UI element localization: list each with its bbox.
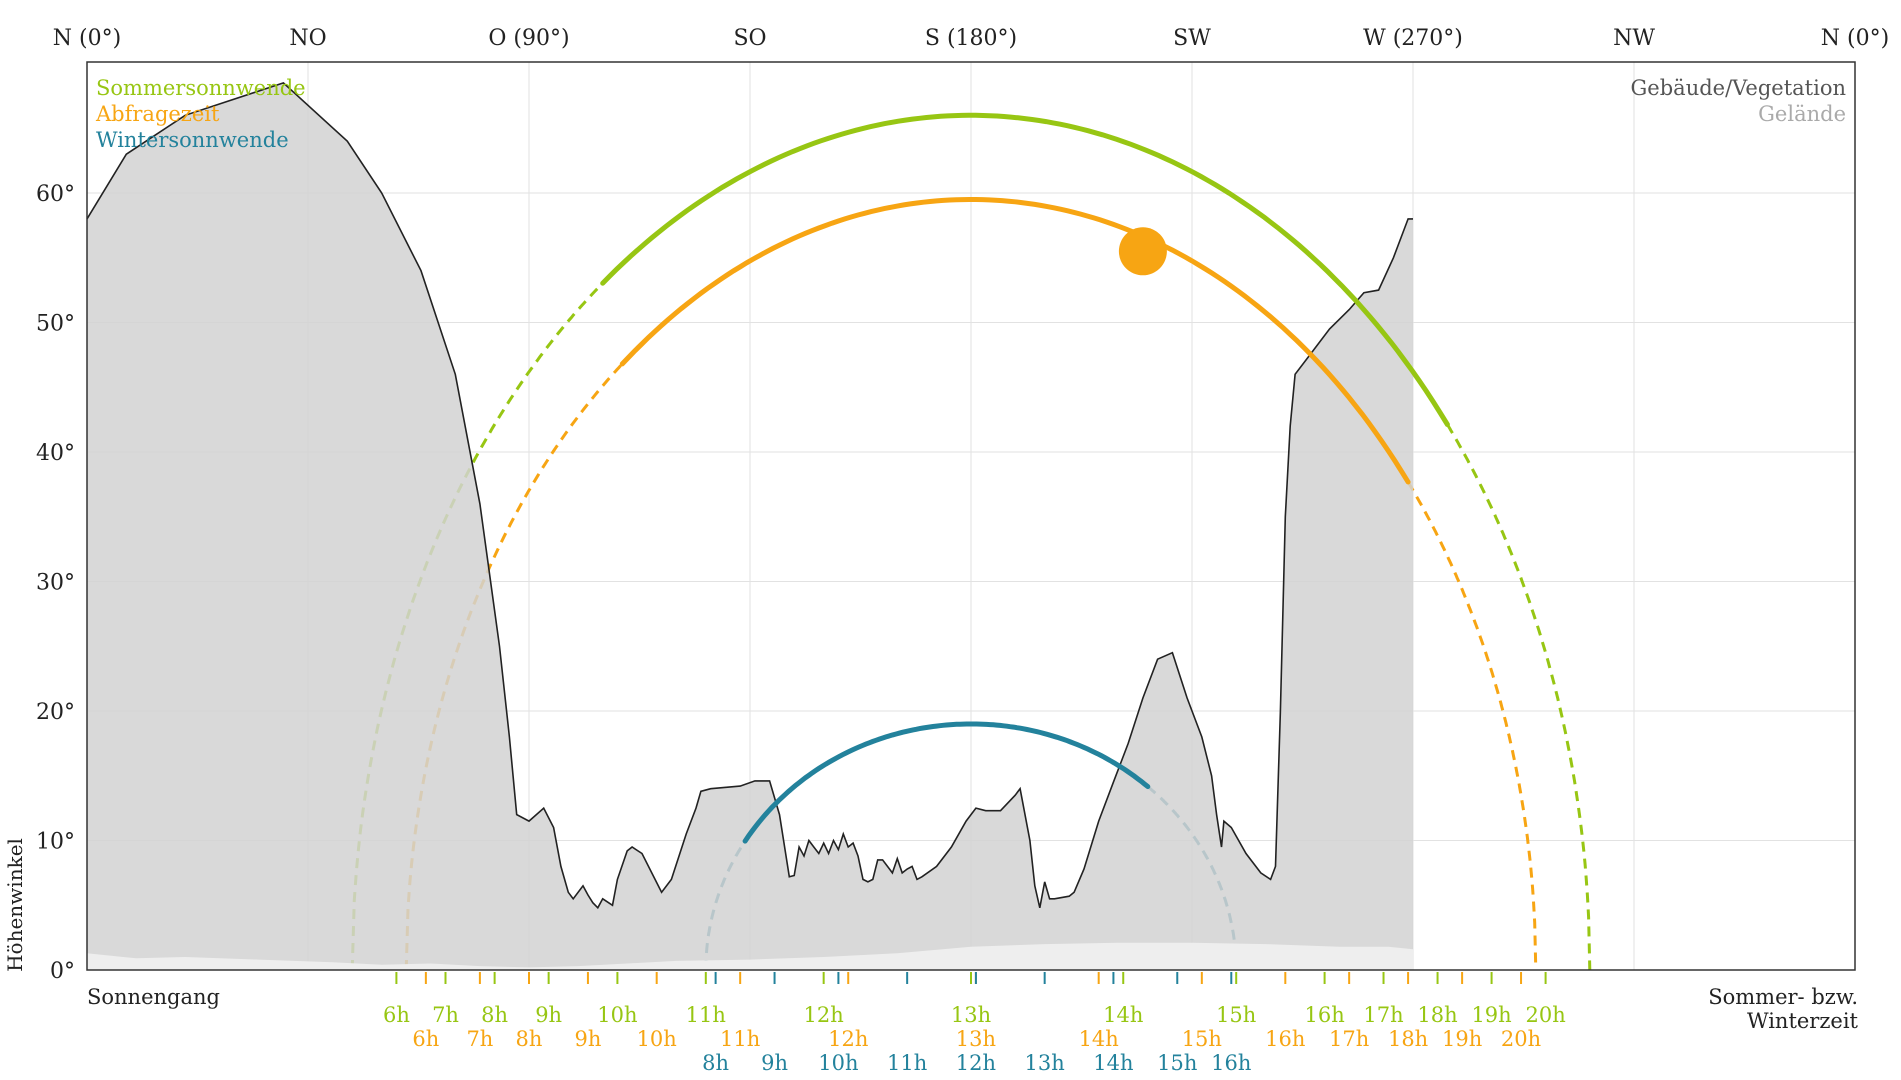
hour-label: 14h [1093, 1051, 1133, 1075]
azimuth-tick-label: O (90°) [488, 26, 569, 51]
sun-path-hidden-evening [1446, 423, 1592, 971]
legend-entry: Gebäude/Vegetation [1631, 76, 1846, 100]
hour-label: 8h [516, 1027, 543, 1051]
obstacle-outline [86, 81, 1413, 910]
hour-label: 10h [637, 1027, 677, 1051]
hour-label: 13h [951, 1003, 991, 1027]
hour-label: 15h [1182, 1027, 1222, 1051]
altitude-tick-label: 60° [36, 182, 75, 207]
current-sun-marker [1118, 227, 1167, 276]
hour-label: 9h [761, 1051, 788, 1075]
altitude-tick-label: 0° [50, 959, 75, 984]
legend-entry: Abfragezeit [95, 102, 220, 126]
y-axis-label: Höhenwinkel [3, 838, 27, 972]
legend-entry: Sommersonnwende [96, 76, 306, 100]
x-label-right: Winterzeit [1747, 1009, 1859, 1033]
hour-label: 19h [1442, 1027, 1482, 1051]
azimuth-tick-label: W (270°) [1363, 26, 1463, 51]
azimuth-tick-label: NO [289, 26, 326, 51]
azimuth-tick-label: SO [733, 26, 766, 51]
sun-path-hidden-evening [1406, 481, 1538, 971]
hour-label: 14h [1079, 1027, 1119, 1051]
hour-label: 19h [1471, 1003, 1511, 1027]
sun-path-visible [600, 112, 1450, 427]
azimuth-tick-label: NW [1613, 26, 1655, 51]
hour-label: 18h [1417, 1003, 1457, 1027]
hour-label: 10h [818, 1051, 858, 1075]
azimuth-tick-label: N (0°) [53, 26, 121, 51]
altitude-tick-label: 20° [36, 700, 75, 725]
hour-label: 12h [956, 1051, 996, 1075]
hour-label: 8h [702, 1051, 729, 1075]
hour-label: 16h [1304, 1003, 1344, 1027]
altitude-tick-label: 10° [36, 830, 75, 855]
hour-label: 12h [804, 1003, 844, 1027]
altitude-tick-label: 40° [36, 441, 75, 466]
terrain-area [87, 942, 1413, 970]
hour-label: 13h [1025, 1051, 1065, 1075]
hour-label: 11h [887, 1051, 927, 1075]
hour-label: 9h [574, 1027, 601, 1051]
legend-entry: Gelände [1758, 102, 1846, 126]
hour-label: 10h [597, 1003, 637, 1027]
hour-label: 8h [481, 1003, 508, 1027]
hour-label: 9h [535, 1003, 562, 1027]
hour-label: 11h [686, 1003, 726, 1027]
hour-label: 7h [466, 1027, 493, 1051]
obstacle-area [87, 82, 1413, 970]
hour-label: 15h [1216, 1003, 1256, 1027]
x-label-right: Sommer- bzw. [1708, 985, 1858, 1009]
hour-label: 11h [720, 1027, 760, 1051]
x-label-left: Sonnengang [87, 985, 220, 1009]
hour-label: 13h [956, 1027, 996, 1051]
hour-label: 16h [1211, 1051, 1251, 1075]
plot-frame [86, 61, 1856, 971]
hour-label: 16h [1265, 1027, 1305, 1051]
hour-label: 14h [1103, 1003, 1143, 1027]
altitude-tick-label: 30° [36, 571, 75, 596]
hour-label: 6h [412, 1027, 439, 1051]
sun-path-visible [619, 197, 1411, 485]
hour-label: 17h [1363, 1003, 1403, 1027]
hour-label: 17h [1329, 1027, 1369, 1051]
azimuth-tick-label: SW [1173, 26, 1211, 51]
azimuth-tick-label: N (0°) [1821, 26, 1889, 51]
hour-label: 12h [828, 1027, 868, 1051]
altitude-tick-label: 50° [36, 312, 75, 337]
hour-label: 20h [1501, 1027, 1541, 1051]
hour-label: 6h [383, 1003, 410, 1027]
legend-entry: Wintersonnwende [96, 128, 289, 152]
hour-label: 15h [1157, 1051, 1197, 1075]
hour-label: 20h [1525, 1003, 1565, 1027]
hour-label: 7h [432, 1003, 459, 1027]
sun-path-visible [742, 721, 1151, 844]
azimuth-tick-label: S (180°) [925, 26, 1017, 51]
hour-label: 18h [1388, 1027, 1428, 1051]
